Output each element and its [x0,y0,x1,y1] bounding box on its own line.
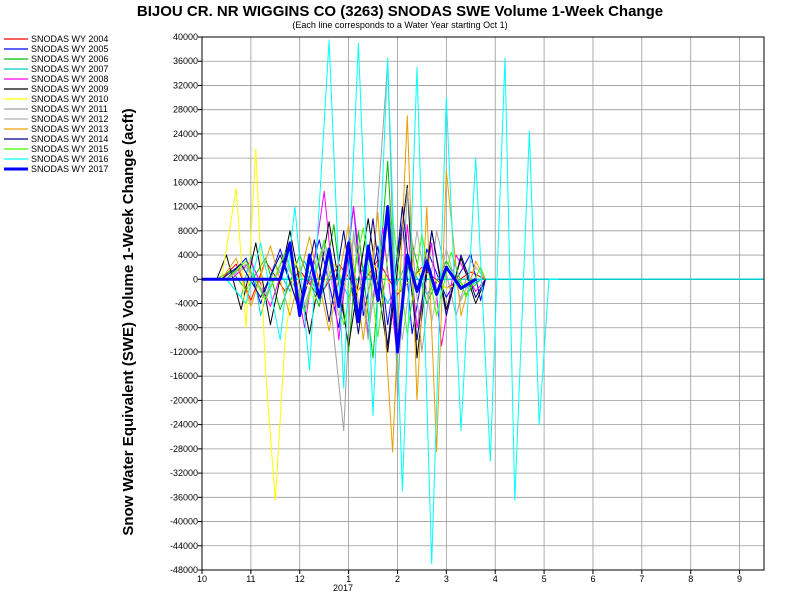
chart-subtitle: (Each line corresponds to a Water Year s… [292,20,507,30]
legend-label: SNODAS WY 2005 [31,44,108,54]
y-tick-label: 8000 [178,226,198,236]
legend-label: SNODAS WY 2014 [31,134,108,144]
y-tick-label: 24000 [173,129,198,139]
y-tick-label: -40000 [170,517,198,527]
series-group [202,39,559,565]
legend-label: SNODAS WY 2006 [31,54,108,64]
legend-label: SNODAS WY 2007 [31,64,108,74]
x-year-label: 2017 [333,583,353,593]
legend-label: SNODAS WY 2004 [31,34,108,44]
legend-label: SNODAS WY 2013 [31,124,108,134]
series-line-snodas-wy-2017 [202,205,477,354]
y-tick-label: -8000 [175,323,198,333]
y-tick-label: 36000 [173,56,198,66]
x-tick-label: 10 [197,574,207,584]
x-tick-label: 3 [444,574,449,584]
y-tick-label: 4000 [178,250,198,260]
y-tick-label: 32000 [173,80,198,90]
legend-label: SNODAS WY 2017 [31,164,108,174]
legend-label: SNODAS WY 2008 [31,74,108,84]
legend-label: SNODAS WY 2010 [31,94,108,104]
y-tick-label: -44000 [170,541,198,551]
chart-title: BIJOU CR. NR WIGGINS CO (3263) SNODAS SW… [137,3,663,20]
y-tick-label: 0 [193,274,198,284]
y-tick-label: -4000 [175,299,198,309]
y-tick-label: 28000 [173,105,198,115]
series-line-snodas-wy-2013 [221,115,486,453]
x-tick-label: 2 [395,574,400,584]
series-line-snodas-wy-2009 [216,184,486,359]
y-tick-label: -12000 [170,347,198,357]
x-axis-ticks: 10 11 12 1 2 3 4 5 6 7 8 9 [197,570,742,584]
series-line-snodas-wy-2016 [226,39,559,565]
x-tick-label: 7 [639,574,644,584]
y-tick-label: -16000 [170,371,198,381]
y-tick-label: 20000 [173,153,198,163]
y-tick-label: -20000 [170,395,198,405]
y-tick-label: 16000 [173,177,198,187]
y-tick-label: -28000 [170,444,198,454]
y-tick-label: -24000 [170,420,198,430]
x-tick-label: 4 [493,574,498,584]
series-line-snodas-wy-2015 [226,218,486,338]
legend-label: SNODAS WY 2015 [31,144,108,154]
y-axis-ticks: 4000036000320002800024000200001600012000… [170,32,202,575]
legend-label: SNODAS WY 2016 [31,154,108,164]
y-tick-label: 40000 [173,32,198,42]
x-tick-label: 8 [688,574,693,584]
x-tick-label: 5 [542,574,547,584]
series-line-snodas-wy-2012 [226,224,486,341]
x-tick-label: 12 [295,574,305,584]
legend-label: SNODAS WY 2009 [31,84,108,94]
y-tick-label: 12000 [173,202,198,212]
y-tick-label: -32000 [170,468,198,478]
x-tick-label: 6 [590,574,595,584]
legend-label: SNODAS WY 2012 [31,114,108,124]
x-tick-label: 11 [246,574,255,584]
x-tick-label: 9 [737,574,742,584]
y-tick-label: -36000 [170,492,198,502]
legend-label: SNODAS WY 2011 [31,104,108,114]
y-axis-label: Snow Water Equivalent (SWE) Volume 1-Wee… [120,108,137,535]
x-tick-label: 1 [346,574,351,584]
y-tick-label: -48000 [170,565,198,575]
